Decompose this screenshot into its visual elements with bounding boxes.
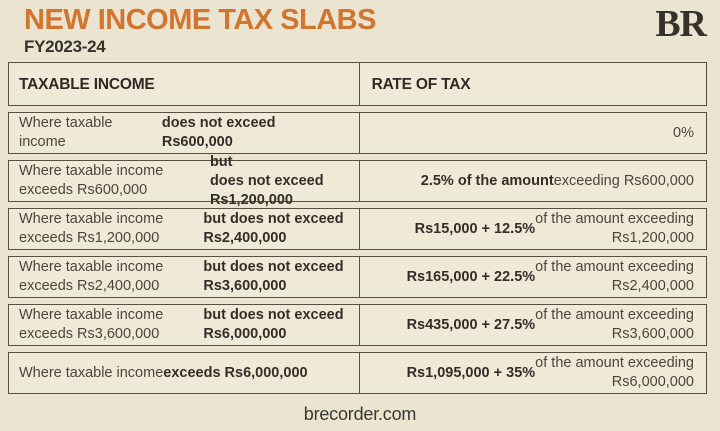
table-row: Where taxable income does not exceed Rs6…	[8, 112, 707, 154]
header: NEW INCOME TAX SLABS FY2023-24 BR	[0, 0, 720, 62]
text-segment: of the amount exceeding Rs1,200,000	[535, 211, 694, 246]
text-segment: does not exceed Rs600,000	[161, 115, 276, 150]
tax-slab-table: TAXABLE INCOME RATE OF TAX Where taxable…	[8, 62, 707, 400]
footer: brecorder.com	[0, 398, 720, 431]
text-segment: Rs165,000 + 22.5%	[406, 268, 536, 285]
text-segment: Where taxable income exceeds Rs1,200,000	[19, 211, 164, 246]
table-header-row: TAXABLE INCOME RATE OF TAX	[8, 62, 707, 106]
taxable-income-cell: Where taxable income exceeds Rs600,000 b…	[9, 154, 360, 208]
text-segment: of the amount exceeding Rs6,000,000	[535, 355, 694, 390]
text-segment: of the amount exceeding Rs2,400,000	[535, 259, 694, 294]
text-segment: but does not exceed Rs6,000,000	[203, 307, 344, 342]
br-logo: BR	[655, 3, 707, 45]
rate-of-tax-cell: 0%	[360, 113, 706, 153]
table-row: Where taxable income exceeds Rs6,000,000…	[8, 352, 707, 394]
text-segment: Where taxable income exceeds Rs3,600,000	[19, 307, 164, 342]
text-segment: 0%	[673, 124, 694, 141]
taxable-income-cell: Where taxable income does not exceed Rs6…	[9, 113, 360, 153]
text-segment: but does not exceed Rs1,200,000	[209, 153, 324, 208]
taxable-income-cell: Where taxable income exceeds Rs1,200,000…	[9, 209, 360, 249]
rate-of-tax-cell: Rs15,000 + 12.5% of the amount exceeding…	[360, 209, 706, 249]
rate-of-tax-cell: 2.5% of the amount exceeding Rs600,000	[360, 161, 706, 201]
text-segment: Rs1,095,000 + 35%	[406, 364, 536, 381]
fiscal-year-subtitle: FY2023-24	[24, 37, 106, 56]
taxable-income-cell: Where taxable income exceeds Rs3,600,000…	[9, 305, 360, 345]
text-segment: but does not exceed Rs3,600,000	[203, 259, 344, 294]
column-header-taxable-income: TAXABLE INCOME	[9, 63, 360, 105]
text-segment: but does not exceed Rs2,400,000	[203, 211, 344, 246]
text-segment: exceeding Rs600,000	[553, 172, 694, 189]
website-text: brecorder.com	[303, 404, 417, 424]
table-row: Where taxable income exceeds Rs3,600,000…	[8, 304, 707, 346]
table-row: Where taxable income exceeds Rs600,000 b…	[8, 154, 707, 208]
rate-of-tax-cell: Rs165,000 + 22.5% of the amount exceedin…	[360, 257, 706, 297]
text-segment: of the amount exceeding Rs3,600,000	[535, 307, 694, 342]
text-segment: Where taxable income	[19, 115, 113, 150]
page-title: NEW INCOME TAX SLABS	[24, 4, 376, 36]
text-segment: 2.5% of the amount	[420, 172, 554, 189]
taxable-income-cell: Where taxable income exceeds Rs2,400,000…	[9, 257, 360, 297]
text-segment: Where taxable income	[19, 364, 164, 381]
rate-of-tax-cell: Rs1,095,000 + 35% of the amount exceedin…	[360, 353, 706, 393]
text-segment: Where taxable income exceeds Rs2,400,000	[19, 259, 164, 294]
taxable-income-cell: Where taxable income exceeds Rs6,000,000	[9, 353, 360, 393]
text-segment: Rs435,000 + 27.5%	[406, 316, 536, 333]
text-segment: Rs15,000 + 12.5%	[414, 220, 536, 237]
rate-of-tax-cell: Rs435,000 + 27.5% of the amount exceedin…	[360, 305, 706, 345]
column-header-rate-of-tax: RATE OF TAX	[371, 75, 471, 93]
text-segment: Where taxable income exceeds Rs600,000	[19, 163, 164, 198]
table-row: Where taxable income exceeds Rs1,200,000…	[8, 208, 707, 250]
table-body: Where taxable income does not exceed Rs6…	[8, 112, 707, 394]
table-row: Where taxable income exceeds Rs2,400,000…	[8, 256, 707, 298]
text-segment: exceeds Rs6,000,000	[163, 364, 308, 381]
